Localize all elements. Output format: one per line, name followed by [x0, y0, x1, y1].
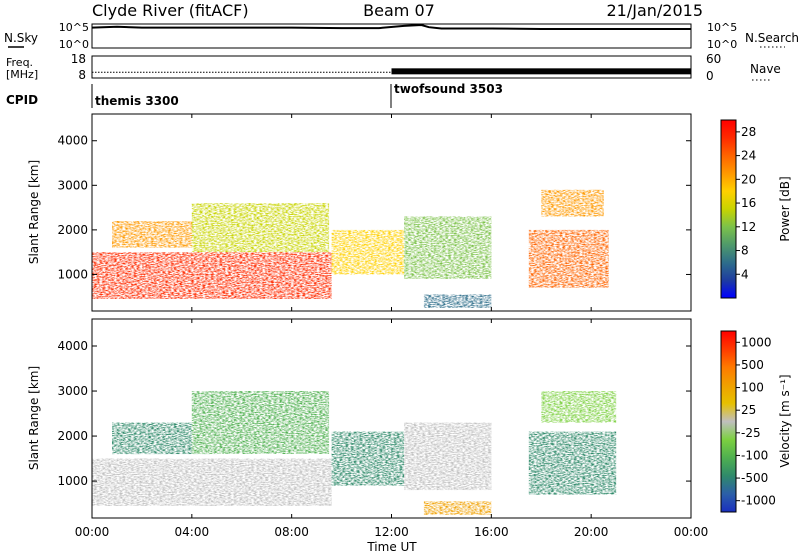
xtick-label: 00:00 — [75, 525, 110, 539]
nsky-panel-frame — [91, 23, 692, 49]
power-colorbar-label: Power [dB] — [778, 176, 792, 241]
velocity-heatmap — [92, 391, 617, 515]
cpid-segment-2: twofsound 3503 — [394, 82, 503, 96]
heatmap-region-4 — [404, 422, 492, 491]
colorbar-tick-label: 12 — [741, 220, 756, 234]
ytick-label: 4000 — [57, 339, 88, 353]
power-colorbar — [720, 119, 737, 299]
colorbar-tick-label: 8 — [741, 244, 749, 258]
date-title: 21/Jan/2015 — [606, 1, 703, 20]
colorbar-tick-label: 24 — [741, 149, 756, 163]
nsky-ytick-max: 10^5 — [59, 21, 89, 34]
heatmap-region-5 — [423, 294, 492, 308]
power-colorbar-ticks: 4 8 12 16 20 24 28 — [736, 125, 756, 281]
colorbar-tick-label: 20 — [741, 172, 756, 186]
heatmap-region-0 — [92, 458, 332, 506]
freq-unit-label: [MHz] — [6, 68, 38, 81]
colorbar-tick-label: -500 — [741, 471, 768, 485]
ytick-label: 3000 — [57, 384, 88, 398]
heatmap-region-7 — [541, 189, 604, 217]
heatmap-region-5 — [423, 501, 492, 515]
colorbar-tick-label: 4 — [741, 267, 749, 281]
heatmap-region-7 — [541, 391, 617, 423]
heatmap-region-2 — [191, 203, 330, 253]
nsearch-label: N.Search — [745, 31, 799, 45]
heatmap-region-6 — [528, 431, 617, 495]
freq-panel-frame — [91, 55, 692, 79]
colorbar-tick-label: 100 — [741, 381, 764, 395]
xtick-label: 20:00 — [574, 525, 609, 539]
velocity-y-axis: 1000 2000 3000 4000 — [57, 339, 691, 488]
ytick-label: 4000 — [57, 134, 88, 148]
freq-label: Freq. — [6, 56, 33, 69]
nave-band — [391, 68, 691, 75]
xtick-label: 12:00 — [374, 525, 409, 539]
colorbar-tick-label: -1000 — [741, 494, 776, 508]
freq-nave-series — [92, 68, 691, 75]
nsearch-ytick-max: 10^5 — [707, 21, 737, 34]
heatmap-region-3 — [331, 431, 404, 486]
colorbar-tick-label: 1000 — [741, 335, 772, 349]
heatmap-region-1 — [112, 221, 205, 248]
station-title: Clyde River (fitACF) — [92, 1, 249, 20]
time-axis: 00:00 04:00 08:00 12:00 16:00 20:00 00:00 — [75, 114, 709, 539]
nsky-label: N.Sky — [4, 31, 38, 45]
xtick-label: 16:00 — [474, 525, 509, 539]
heatmap-region-0 — [92, 252, 332, 299]
colorbar-tick-label: 28 — [741, 125, 756, 139]
ytick-label: 1000 — [57, 267, 88, 281]
ytick-label: 2000 — [57, 429, 88, 443]
cpid-segment-1: themis 3300 — [95, 94, 179, 108]
freq-ytick-max: 18 — [71, 52, 86, 66]
cpid-label: CPID — [6, 93, 38, 107]
heatmap-region-6 — [528, 229, 609, 288]
velocity-colorbar — [720, 330, 737, 513]
ytick-label: 1000 — [57, 474, 88, 488]
ytick-label: 2000 — [57, 223, 88, 237]
nave-label: Nave — [750, 62, 781, 76]
power-ylabel: Slant Range [km] — [27, 160, 41, 264]
power-heatmap — [92, 189, 609, 308]
time-axis-label: Time UT — [366, 540, 417, 554]
nsearch-ytick-min: 10^0 — [707, 38, 737, 51]
nsky-series — [91, 23, 691, 30]
xtick-label: 08:00 — [274, 525, 309, 539]
ytick-label: 3000 — [57, 178, 88, 192]
velocity-colorbar-ticks: 1000 500 100 25 -25 -100 -500 -1000 — [736, 335, 776, 508]
heatmap-region-4 — [404, 216, 492, 279]
heatmap-region-3 — [331, 229, 404, 275]
colorbar-tick-label: 25 — [741, 403, 756, 417]
colorbar-tick-label: -100 — [741, 448, 768, 462]
power-y-axis: 1000 2000 3000 4000 — [57, 134, 691, 281]
nsky-line — [91, 23, 691, 30]
nsky-ytick-min: 10^0 — [59, 38, 89, 51]
xtick-label: 04:00 — [175, 525, 210, 539]
velocity-ylabel: Slant Range [km] — [27, 366, 41, 470]
colorbar-tick-label: 16 — [741, 196, 756, 210]
nave-ytick-max: 60 — [706, 52, 721, 66]
heatmap-region-2 — [191, 391, 330, 454]
velocity-colorbar-label: Velocity [m s⁻¹] — [778, 374, 792, 467]
beam-title: Beam 07 — [363, 1, 435, 20]
freq-ytick-min: 8 — [78, 68, 86, 82]
colorbar-tick-label: -25 — [741, 426, 761, 440]
xtick-label: 00:00 — [674, 525, 709, 539]
colorbar-tick-label: 500 — [741, 358, 764, 372]
nave-ytick-min: 0 — [706, 69, 714, 83]
